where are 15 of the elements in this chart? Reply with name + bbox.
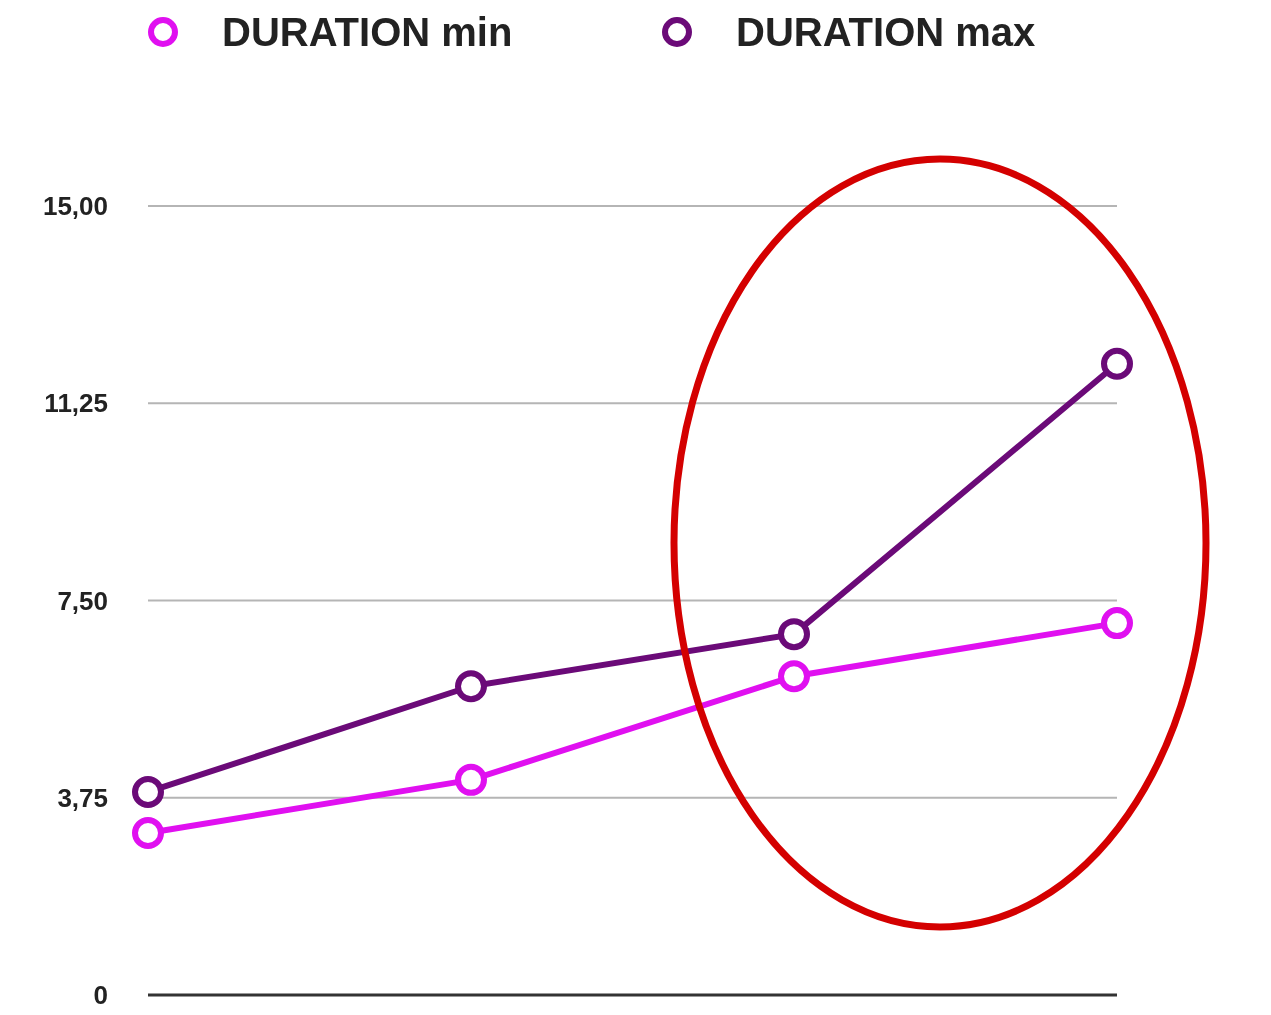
legend-label: DURATION max [736,10,1036,54]
point [455,670,487,703]
y-tick-label: 7,50 [57,585,108,616]
point [778,660,810,693]
y-tick-label: 11,25 [44,388,108,419]
point [132,775,164,808]
y-tick-label: 15,00 [42,191,108,222]
y-tick-label: 3,75 [57,782,108,813]
point [1101,607,1133,640]
legend-label: DURATION min [222,10,513,54]
point [1101,347,1133,380]
y-tick-label: 0 [93,980,108,1011]
point [778,618,810,651]
point [455,763,487,796]
point [132,816,164,849]
